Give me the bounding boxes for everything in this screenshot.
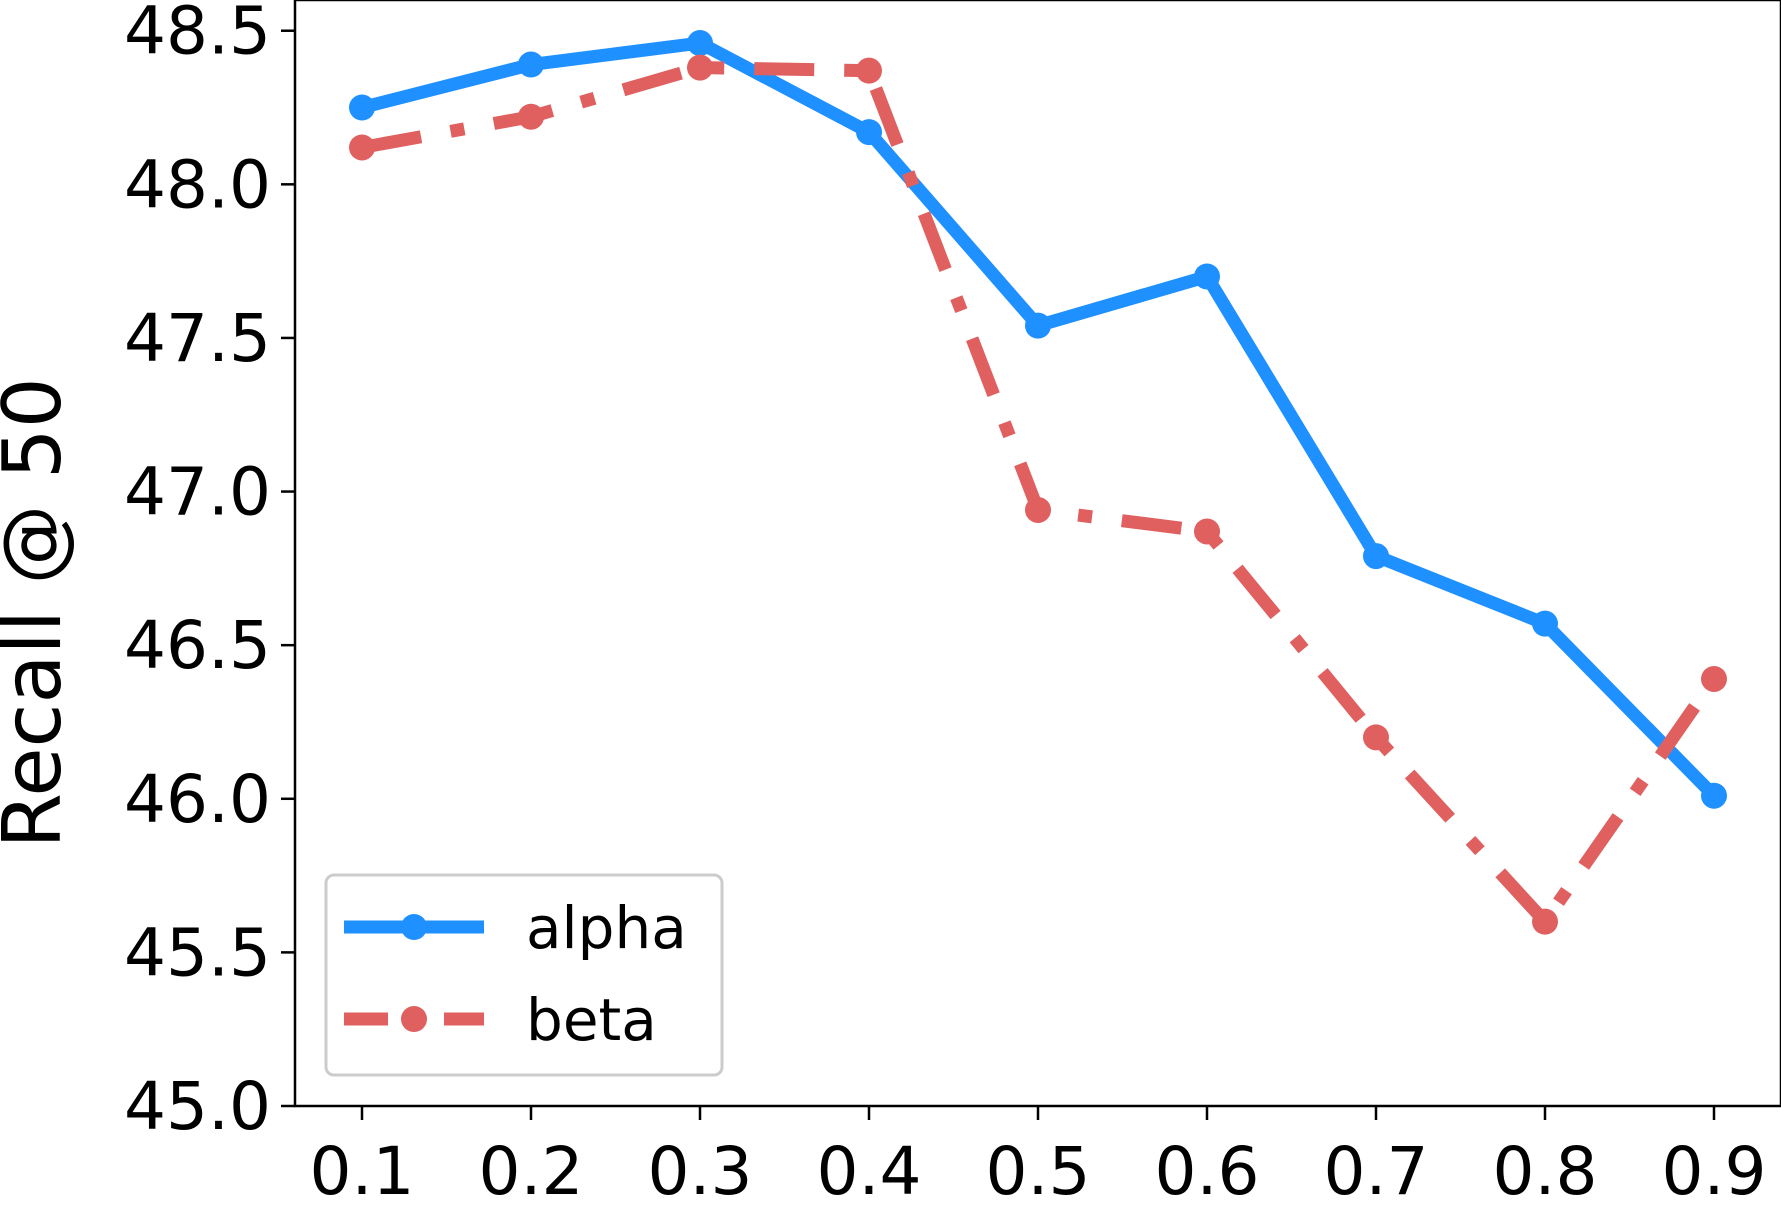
y-axis-ticks: 45.0 45.5 46.0 46.5 47.0 47.5 48.0 48.5	[124, 0, 295, 1145]
x-tick-label: 0.7	[1324, 1133, 1429, 1210]
data-point-beta	[856, 57, 882, 84]
x-tick-label: 0.8	[1493, 1133, 1598, 1210]
legend-entry-beta: beta	[344, 986, 657, 1054]
data-point-alpha	[856, 119, 882, 146]
data-point-alpha	[1194, 263, 1220, 290]
data-point-beta	[687, 54, 713, 81]
y-tick-label: 48.5	[124, 0, 271, 70]
y-tick-label: 46.5	[124, 607, 271, 684]
x-tick-label: 0.1	[310, 1133, 415, 1210]
y-tick-label: 47.5	[124, 300, 271, 377]
y-tick-label: 46.0	[124, 761, 271, 838]
y-axis-label: Recall @ 50	[0, 377, 79, 848]
data-point-alpha	[349, 94, 375, 121]
legend-marker-alpha	[401, 914, 427, 940]
data-point-beta	[1194, 518, 1220, 545]
legend-label-alpha: alpha	[526, 894, 687, 962]
x-tick-label: 0.3	[648, 1133, 753, 1210]
legend-entry-alpha: alpha	[344, 894, 687, 962]
x-tick-label: 0.2	[479, 1133, 584, 1210]
data-point-beta	[1701, 665, 1727, 692]
y-tick-label: 48.0	[124, 146, 271, 223]
series-alpha	[349, 30, 1727, 809]
legend-marker-beta	[401, 1006, 427, 1032]
data-point-beta	[349, 134, 375, 161]
x-tick-label: 0.9	[1662, 1133, 1767, 1210]
data-point-alpha	[518, 51, 544, 78]
y-tick-label: 45.0	[124, 1068, 271, 1145]
data-point-alpha	[687, 30, 713, 57]
x-tick-label: 0.6	[1155, 1133, 1260, 1210]
data-point-beta	[1025, 496, 1051, 523]
data-point-beta	[1532, 908, 1558, 935]
x-tick-label: 0.4	[817, 1133, 922, 1210]
y-tick-label: 47.0	[124, 454, 271, 531]
x-axis-ticks: 0.1 0.2 0.3 0.4 0.5 0.6 0.7 0.8 0.9	[310, 1106, 1767, 1210]
data-point-alpha	[1025, 312, 1051, 339]
legend: alpha beta	[324, 873, 724, 1077]
data-point-beta	[518, 103, 544, 130]
data-point-alpha	[1363, 543, 1389, 570]
data-point-alpha	[1532, 610, 1558, 637]
x-tick-label: 0.5	[986, 1133, 1091, 1210]
data-point-alpha	[1701, 782, 1727, 809]
series-beta	[349, 54, 1727, 935]
data-point-beta	[1363, 724, 1389, 751]
legend-label-beta: beta	[526, 986, 657, 1054]
y-tick-label: 45.5	[124, 914, 271, 991]
series-layer	[349, 30, 1727, 935]
